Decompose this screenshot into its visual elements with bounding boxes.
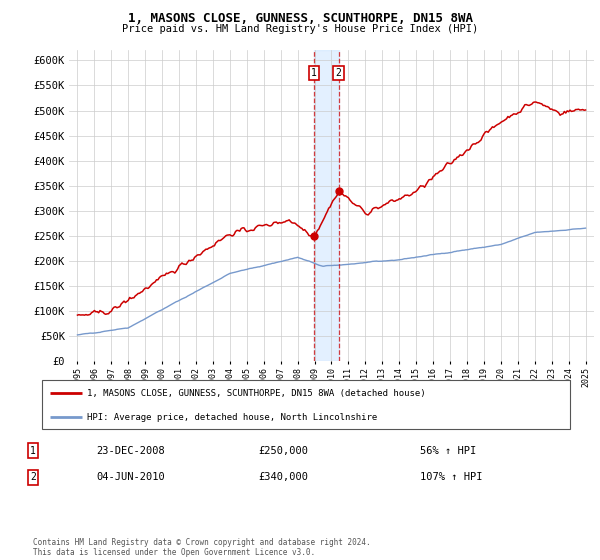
Bar: [314, 50, 338, 361]
Text: £250,000: £250,000: [258, 446, 308, 456]
Text: Contains HM Land Registry data © Crown copyright and database right 2024.
This d: Contains HM Land Registry data © Crown c…: [33, 538, 371, 557]
Text: 1: 1: [30, 446, 36, 456]
Text: 2: 2: [335, 68, 341, 78]
Text: £340,000: £340,000: [258, 472, 308, 482]
Text: 56% ↑ HPI: 56% ↑ HPI: [420, 446, 476, 456]
Text: HPI: Average price, detached house, North Lincolnshire: HPI: Average price, detached house, Nort…: [87, 413, 377, 422]
Text: 04-JUN-2010: 04-JUN-2010: [96, 472, 165, 482]
Text: Price paid vs. HM Land Registry's House Price Index (HPI): Price paid vs. HM Land Registry's House …: [122, 24, 478, 34]
Text: 1, MASONS CLOSE, GUNNESS, SCUNTHORPE, DN15 8WA (detached house): 1, MASONS CLOSE, GUNNESS, SCUNTHORPE, DN…: [87, 389, 425, 398]
Text: 23-DEC-2008: 23-DEC-2008: [96, 446, 165, 456]
Text: 2: 2: [30, 472, 36, 482]
FancyBboxPatch shape: [42, 380, 570, 429]
Text: 1, MASONS CLOSE, GUNNESS, SCUNTHORPE, DN15 8WA: 1, MASONS CLOSE, GUNNESS, SCUNTHORPE, DN…: [128, 12, 473, 25]
Text: 1: 1: [311, 68, 317, 78]
Text: 107% ↑ HPI: 107% ↑ HPI: [420, 472, 482, 482]
